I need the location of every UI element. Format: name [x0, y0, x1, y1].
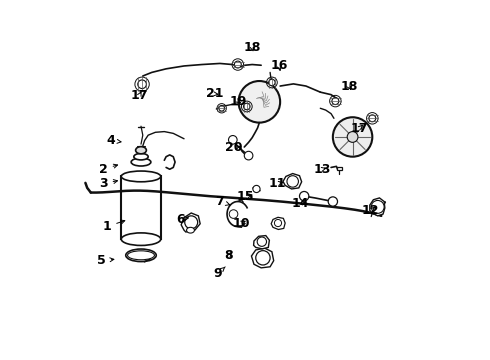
- Text: 1: 1: [102, 220, 125, 233]
- Text: 20: 20: [225, 141, 243, 154]
- Text: 11: 11: [269, 177, 286, 190]
- Text: 9: 9: [214, 267, 225, 280]
- Ellipse shape: [127, 251, 154, 260]
- Bar: [337, 167, 342, 170]
- Ellipse shape: [131, 158, 151, 166]
- Text: 4: 4: [106, 134, 121, 147]
- Circle shape: [287, 176, 298, 187]
- Polygon shape: [254, 235, 270, 249]
- Ellipse shape: [126, 249, 156, 262]
- Text: 3: 3: [99, 177, 118, 190]
- Text: 12: 12: [362, 204, 379, 217]
- Circle shape: [333, 117, 372, 157]
- Circle shape: [269, 79, 275, 86]
- Ellipse shape: [122, 171, 161, 182]
- Text: 19: 19: [229, 95, 246, 108]
- Circle shape: [299, 192, 309, 201]
- Text: 14: 14: [292, 197, 309, 210]
- Text: 6: 6: [176, 213, 188, 226]
- FancyBboxPatch shape: [122, 176, 161, 239]
- Circle shape: [239, 81, 280, 123]
- Circle shape: [274, 220, 282, 226]
- Circle shape: [369, 115, 376, 122]
- Circle shape: [257, 237, 267, 246]
- Circle shape: [371, 201, 384, 213]
- Circle shape: [253, 185, 260, 193]
- Polygon shape: [271, 217, 285, 229]
- Polygon shape: [370, 198, 385, 216]
- Text: 17: 17: [130, 89, 148, 102]
- Polygon shape: [251, 248, 274, 268]
- Ellipse shape: [134, 153, 148, 160]
- Text: 7: 7: [216, 195, 230, 208]
- Circle shape: [347, 132, 358, 142]
- Text: 18: 18: [341, 80, 358, 93]
- Circle shape: [234, 61, 241, 68]
- Circle shape: [138, 80, 147, 89]
- Circle shape: [229, 210, 238, 219]
- Circle shape: [332, 98, 339, 104]
- Text: 13: 13: [314, 163, 331, 176]
- Ellipse shape: [122, 233, 161, 246]
- Circle shape: [219, 105, 224, 111]
- Text: 15: 15: [236, 190, 254, 203]
- Text: 18: 18: [244, 41, 261, 54]
- Ellipse shape: [136, 147, 147, 154]
- Text: 8: 8: [224, 249, 233, 262]
- Polygon shape: [181, 213, 200, 232]
- Text: 17: 17: [351, 122, 368, 135]
- Text: 21: 21: [206, 87, 223, 100]
- Text: 5: 5: [97, 254, 114, 267]
- Circle shape: [185, 216, 197, 229]
- Circle shape: [244, 103, 250, 110]
- Circle shape: [328, 197, 338, 206]
- Text: 16: 16: [270, 59, 288, 72]
- Polygon shape: [283, 174, 302, 189]
- Text: 2: 2: [99, 163, 118, 176]
- Circle shape: [256, 251, 270, 265]
- Ellipse shape: [187, 227, 195, 233]
- Circle shape: [228, 135, 237, 144]
- Text: 10: 10: [233, 216, 250, 230]
- Circle shape: [245, 151, 253, 160]
